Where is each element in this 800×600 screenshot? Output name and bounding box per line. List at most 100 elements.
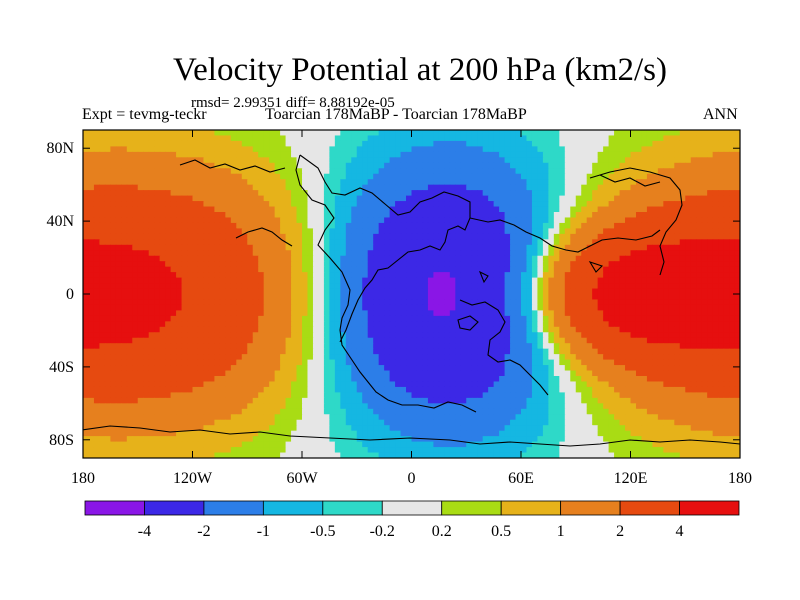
- field-cell: [83, 354, 90, 361]
- field-cell: [269, 228, 276, 235]
- field-cell: [521, 321, 528, 328]
- field-cell: [416, 157, 424, 164]
- field-cell: [696, 299, 703, 306]
- field-cell: [504, 283, 511, 290]
- field-cell: [668, 310, 675, 317]
- field-cell: [263, 261, 270, 268]
- field-cell: [444, 326, 451, 333]
- field-cell: [318, 168, 325, 175]
- field-cell: [460, 151, 467, 158]
- field-cell: [230, 239, 237, 246]
- field-cell: [252, 294, 259, 301]
- field-cell: [274, 310, 281, 317]
- field-cell: [449, 294, 456, 301]
- field-cell: [521, 332, 528, 339]
- field-cell: [674, 315, 681, 322]
- field-cell: [630, 222, 637, 229]
- field-cell: [148, 261, 155, 268]
- field-cell: [515, 179, 522, 186]
- field-cell: [652, 283, 659, 290]
- field-cell: [603, 343, 610, 350]
- field-cell: [247, 190, 254, 197]
- field-cell: [203, 261, 210, 268]
- field-cell: [340, 212, 347, 219]
- field-cell: [515, 217, 522, 224]
- field-cell: [570, 288, 577, 295]
- field-cell: [208, 332, 215, 339]
- field-cell: [307, 184, 314, 191]
- field-cell: [373, 354, 380, 361]
- field-cell: [696, 261, 703, 268]
- field-cell: [187, 266, 194, 273]
- field-cell: [674, 332, 681, 339]
- field-cell: [312, 283, 320, 290]
- field-cell: [460, 168, 467, 175]
- field-cell: [121, 233, 128, 240]
- field-cell: [285, 157, 292, 164]
- field-cell: [707, 343, 714, 350]
- field-cell: [548, 326, 555, 333]
- field-cell: [449, 228, 456, 235]
- field-cell: [570, 294, 577, 301]
- field-cell: [334, 250, 341, 257]
- field-cell: [104, 157, 111, 164]
- field-cell: [652, 201, 659, 208]
- field-cell: [635, 228, 643, 235]
- field-cell: [635, 250, 643, 257]
- field-cell: [690, 255, 697, 262]
- field-cell: [564, 217, 571, 224]
- field-cell: [302, 315, 309, 322]
- field-cell: [93, 173, 101, 180]
- field-cell: [488, 206, 495, 213]
- field-cell: [455, 212, 462, 219]
- field-cell: [499, 222, 506, 229]
- field-cell: [110, 310, 117, 317]
- field-cell: [181, 184, 188, 191]
- field-cell: [318, 250, 325, 257]
- field-cell: [625, 321, 632, 328]
- field-cell: [466, 283, 473, 290]
- field-cell: [197, 261, 205, 268]
- field-cell: [564, 288, 571, 295]
- field-cell: [646, 130, 653, 137]
- field-cell: [646, 250, 653, 257]
- field-cell: [356, 266, 363, 273]
- field-cell: [570, 184, 577, 191]
- field-cell: [230, 337, 237, 344]
- field-cell: [597, 304, 604, 311]
- field-cell: [329, 321, 336, 328]
- field-cell: [236, 354, 243, 361]
- field-cell: [159, 168, 166, 175]
- field-cell: [460, 222, 467, 229]
- field-cell: [176, 228, 183, 235]
- field-cell: [531, 140, 539, 147]
- field-cell: [449, 212, 456, 219]
- field-cell: [88, 288, 95, 295]
- field-cell: [126, 130, 133, 137]
- field-cell: [323, 315, 330, 322]
- field-cell: [723, 190, 730, 197]
- field-cell: [263, 222, 270, 229]
- field-cell: [586, 184, 593, 191]
- field-cell: [614, 157, 621, 164]
- field-cell: [581, 288, 588, 295]
- field-cell: [690, 272, 697, 279]
- field-cell: [236, 294, 243, 301]
- field-cell: [471, 294, 478, 301]
- field-cell: [488, 272, 495, 279]
- field-cell: [356, 348, 363, 355]
- field-cell: [285, 277, 292, 284]
- field-cell: [526, 288, 533, 295]
- field-cell: [438, 130, 445, 137]
- field-cell: [559, 261, 566, 268]
- field-cell: [411, 288, 418, 295]
- field-cell: [701, 146, 708, 153]
- field-cell: [625, 299, 632, 306]
- field-cell: [93, 299, 101, 306]
- field-cell: [411, 184, 418, 191]
- field-cell: [362, 228, 369, 235]
- field-cell: [564, 184, 571, 191]
- field-cell: [701, 184, 708, 191]
- field-cell: [537, 304, 544, 311]
- field-cell: [208, 354, 215, 361]
